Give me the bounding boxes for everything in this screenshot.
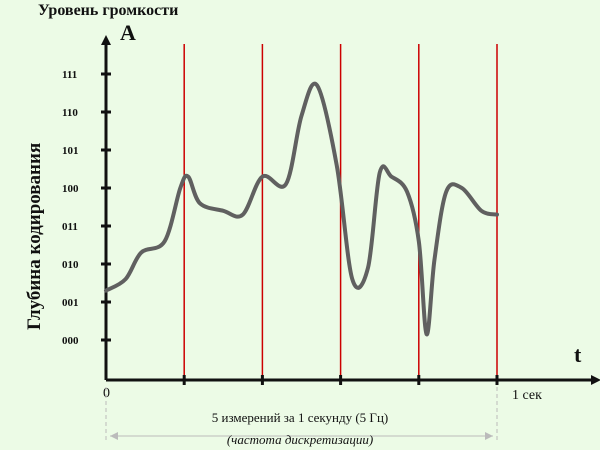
origin-label: 0 bbox=[103, 386, 110, 401]
y-axis-letter: A bbox=[120, 20, 136, 45]
one-second-label: 1 сек bbox=[512, 388, 542, 403]
y-tick-labels-group: 000 001 010 011 100 101 110 111 bbox=[62, 69, 79, 347]
x-ticks-group bbox=[182, 375, 499, 385]
y-tick-label-000: 000 bbox=[62, 335, 79, 347]
sampling-caption: 5 измерений за 1 секунду (5 Гц) bbox=[212, 410, 388, 425]
sample-lines-group bbox=[183, 44, 498, 380]
interval-arrow-left bbox=[110, 432, 118, 440]
y-axis-label: Глубина кодирования bbox=[24, 143, 45, 330]
y-tick-label-010: 010 bbox=[62, 259, 79, 271]
y-tick-label-110: 110 bbox=[62, 107, 78, 119]
y-tick-label-101: 101 bbox=[62, 145, 79, 157]
y-tick-label-001: 001 bbox=[62, 297, 79, 309]
y-tick-label-100: 100 bbox=[62, 183, 79, 195]
y-tick-label-011: 011 bbox=[62, 221, 78, 233]
interval-arrow-right bbox=[485, 432, 493, 440]
sampling-rate-caption: (частота дискретизации) bbox=[227, 432, 373, 447]
y-tick-label-111: 111 bbox=[62, 69, 77, 81]
volume-level-title: Уровень громкости bbox=[38, 2, 178, 19]
signal-curve bbox=[104, 81, 499, 337]
x-axis-letter: t bbox=[574, 342, 582, 367]
